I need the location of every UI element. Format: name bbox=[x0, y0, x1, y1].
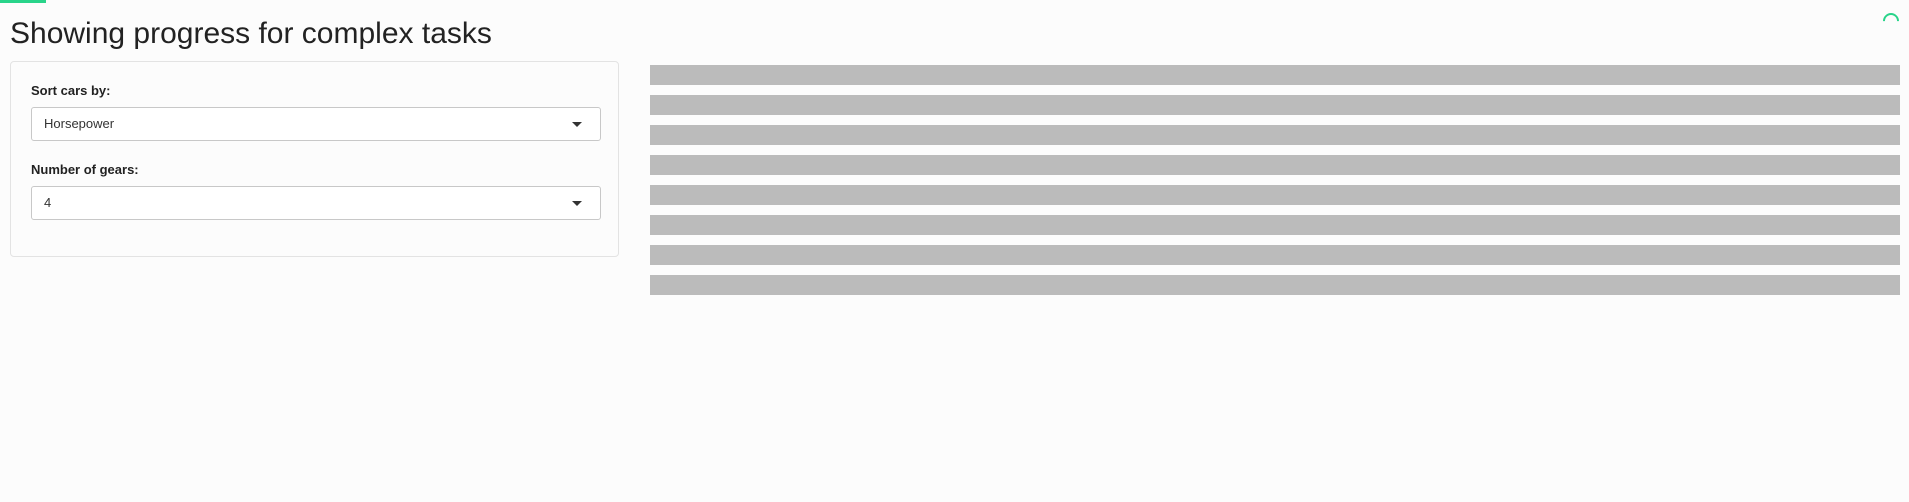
placeholder-row bbox=[650, 125, 1900, 145]
chevron-down-icon bbox=[572, 201, 582, 206]
page-title: Showing progress for complex tasks bbox=[10, 17, 492, 50]
chevron-down-icon bbox=[572, 122, 582, 127]
placeholder-row bbox=[650, 245, 1900, 265]
placeholder-row bbox=[650, 65, 1900, 85]
sort-select[interactable]: Horsepower bbox=[31, 107, 601, 141]
gears-label: Number of gears: bbox=[31, 162, 139, 177]
placeholder-row bbox=[650, 185, 1900, 205]
sort-label: Sort cars by: bbox=[31, 83, 111, 98]
page-progress-bar bbox=[0, 0, 46, 3]
gears-selected-value: 4 bbox=[44, 195, 52, 210]
placeholder-row bbox=[650, 215, 1900, 235]
placeholder-row bbox=[650, 275, 1900, 295]
placeholder-row bbox=[650, 95, 1900, 115]
sidebar-panel: Sort cars by: Horsepower Number of gears… bbox=[10, 61, 619, 257]
gears-select[interactable]: 4 bbox=[31, 186, 601, 220]
placeholder-row bbox=[650, 155, 1900, 175]
sort-form-group: Sort cars by: Horsepower bbox=[31, 83, 601, 141]
sort-selected-value: Horsepower bbox=[44, 116, 115, 131]
loading-spinner-icon bbox=[1879, 9, 1903, 33]
loading-placeholder bbox=[650, 65, 1900, 305]
gears-form-group: Number of gears: 4 bbox=[31, 162, 601, 220]
